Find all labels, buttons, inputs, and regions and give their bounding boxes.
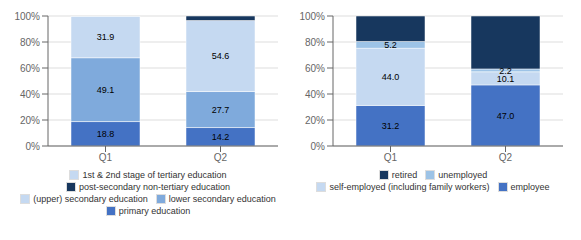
svg-text:0%: 0% [26,141,41,152]
svg-text:60%: 60% [305,63,325,74]
svg-text:40%: 40% [305,89,325,100]
html-text:retired: retired [391,170,418,180]
svg-text:49.1: 49.1 [97,85,115,95]
html-text:primary education: primary education [118,206,191,216]
svg-text:44.0: 44.0 [382,72,400,82]
svg-text:Q1: Q1 [384,152,398,163]
svg-text:0%: 0% [311,141,326,152]
svg-text:20%: 20% [20,115,40,126]
html-text:1st & 2nd stage of tertiary ed: 1st & 2nd stage of tertiary education [82,170,227,180]
svg-text:40%: 40% [20,89,40,100]
svg-text:Q2: Q2 [499,152,513,163]
svg-text:100%: 100% [14,11,40,22]
html-text:unemployed: unemployed [438,170,488,180]
html-text:lower secondary education: lower secondary education [168,194,276,204]
svg-text:100%: 100% [299,11,325,22]
svg-text:60%: 60% [20,63,40,74]
svg-text:47.0: 47.0 [497,111,515,121]
html-text:post-secondary non-tertiary ed: post-secondary non-tertiary education [79,182,230,192]
svg-text:2.2: 2.2 [499,66,512,76]
svg-text:20%: 20% [305,115,325,126]
svg-text:80%: 80% [305,37,325,48]
svg-text:31.2: 31.2 [382,121,400,131]
svg-text:Q1: Q1 [99,152,113,163]
svg-text:31.9: 31.9 [97,32,115,42]
html-text:employee: employee [510,182,550,192]
svg-text:27.7: 27.7 [212,105,230,115]
svg-text:10.1: 10.1 [496,73,515,84]
svg-text:54.6: 54.6 [212,51,230,61]
svg-text:14.2: 14.2 [212,132,230,142]
html-text:self-employed (including famil: self-employed (including family workers) [329,182,490,192]
html-text:(upper) secondary education: (upper) secondary education [33,194,148,204]
svg-text:Q2: Q2 [214,152,228,163]
svg-text:80%: 80% [20,37,40,48]
svg-text:18.8: 18.8 [97,129,115,139]
svg-text:5.2: 5.2 [384,40,397,50]
